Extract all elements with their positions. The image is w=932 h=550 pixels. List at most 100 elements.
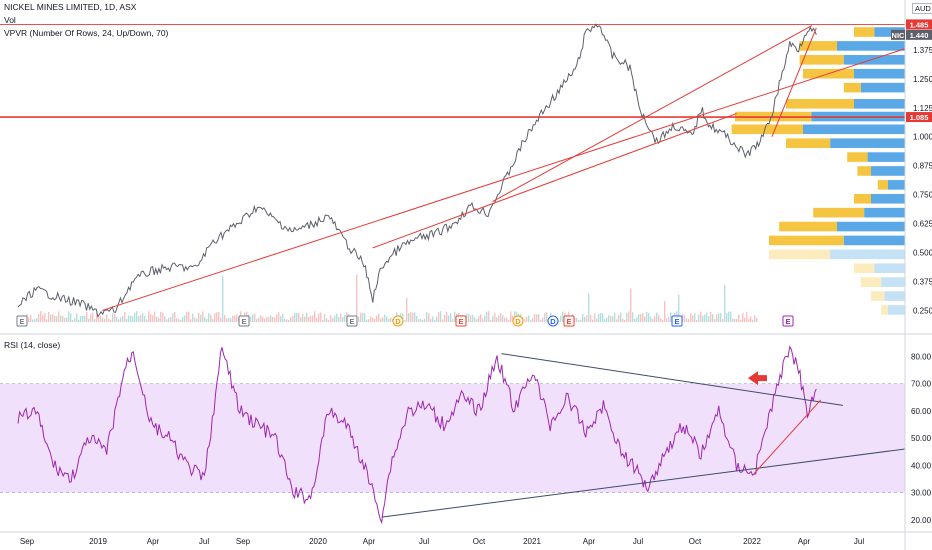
vp-bar-down (854, 263, 875, 274)
volume-bar (324, 314, 326, 322)
currency-badge[interactable]: AUD (912, 3, 932, 14)
volume-bar (406, 297, 408, 322)
price-axis-tick-label: 0.500 (913, 249, 932, 258)
volume-bar (136, 311, 138, 322)
volume-bar (490, 319, 492, 322)
volume-bar (470, 315, 472, 322)
volume-bar (218, 312, 220, 322)
volume-bar (300, 317, 302, 322)
volume-bar (332, 317, 334, 322)
vp-bar-up (843, 55, 905, 65)
volume-bar (388, 318, 390, 322)
volume-bar (284, 319, 286, 322)
volume-bar (706, 312, 708, 322)
volume-bar (498, 315, 500, 322)
volume-bar (278, 312, 280, 322)
volume-bar (630, 288, 632, 322)
rsi-trendline (753, 399, 822, 474)
volume-bar (154, 311, 156, 322)
vp-bar-up (871, 166, 905, 176)
volume-bar (142, 313, 144, 322)
volume-bar (368, 318, 370, 322)
volume-bar (540, 319, 542, 322)
rsi-axis-tick-label: 60.00 (911, 407, 932, 416)
volume-bar (38, 313, 40, 322)
vpvr-legend[interactable]: VPVR (Number Of Rows, 24, Up/Down, 70) (4, 28, 169, 38)
time-axis-tick-label: Jul (199, 537, 209, 546)
vp-bar-up (874, 27, 905, 37)
volume-bar (268, 317, 270, 322)
volume-bar (96, 312, 98, 322)
volume-bar (750, 316, 752, 322)
volume-bar (488, 311, 490, 322)
volume-bar (642, 313, 644, 322)
volume-bar (590, 314, 592, 322)
vp-bar-down (877, 180, 888, 190)
symbol-title: NICKEL MINES LIMITED, 1D, ASX (4, 2, 137, 12)
volume-bar (80, 316, 82, 322)
volume-bar (408, 312, 410, 322)
rsi-legend[interactable]: RSI (14, close) (4, 340, 61, 350)
volume-bar (682, 313, 684, 322)
volume-bar (102, 317, 104, 322)
volume-bar (450, 313, 452, 322)
volume-bar (266, 317, 268, 322)
vp-bar-up (837, 41, 905, 51)
volume-bar (184, 315, 186, 322)
volume-bar (648, 313, 650, 322)
volume-bar (466, 313, 468, 322)
volume-bar (282, 313, 284, 322)
event-marker-label: E (241, 317, 246, 326)
time-axis-tick-label: Jul (854, 537, 864, 546)
time-axis-tick-label: 2022 (743, 537, 761, 546)
volume-bar (612, 316, 614, 322)
volume-bar (536, 314, 538, 322)
volume-bar (482, 318, 484, 322)
volume-bar (626, 312, 628, 322)
volume-bar (500, 313, 502, 322)
volume-bar (210, 314, 212, 322)
volume-bar (722, 318, 724, 322)
volume-bar (544, 313, 546, 322)
volume-bar (174, 311, 176, 322)
price-axis-tick-label: 1.000 (913, 133, 932, 142)
volume-bar (530, 319, 532, 322)
volume-bar (306, 312, 308, 322)
price-axis-tick-label: 0.625 (913, 220, 932, 229)
volume-bar (746, 311, 748, 322)
volume-bar (216, 312, 218, 322)
rsi-axis-tick-label: 20.00 (911, 516, 932, 525)
earnings-marker-icon (455, 315, 467, 327)
volume-bar (576, 318, 578, 322)
volume-bar (716, 314, 718, 322)
volume-bar (204, 316, 206, 322)
volume-bar (718, 313, 720, 322)
volume-bar (78, 319, 80, 322)
volume-bar (130, 315, 132, 322)
volume-bar (720, 313, 722, 322)
vp-bar-up (867, 152, 905, 162)
volume-bar (708, 316, 710, 322)
volume-bar (312, 315, 314, 322)
volume-legend[interactable]: Vol (4, 15, 16, 25)
volume-bar (52, 314, 54, 322)
volume-bar (574, 317, 576, 322)
volume-bar (88, 318, 90, 322)
volume-bar (120, 317, 122, 322)
earnings-marker-icon (238, 315, 250, 327)
time-axis-tick-label: Apr (147, 537, 160, 546)
volume-bar (704, 314, 706, 322)
volume-bar (118, 319, 120, 322)
time-axis-tick-label: 2019 (89, 537, 107, 546)
rsi-band (0, 383, 905, 493)
volume-bar (292, 316, 294, 322)
volume-bar (380, 318, 382, 322)
earnings-marker-icon (671, 315, 683, 327)
volume-bar (734, 319, 736, 322)
volume-bar (30, 314, 32, 322)
vp-bar-down (847, 152, 868, 162)
vp-bar-up (888, 305, 905, 315)
volume-bar (588, 293, 590, 322)
event-marker-label: E (674, 317, 679, 326)
